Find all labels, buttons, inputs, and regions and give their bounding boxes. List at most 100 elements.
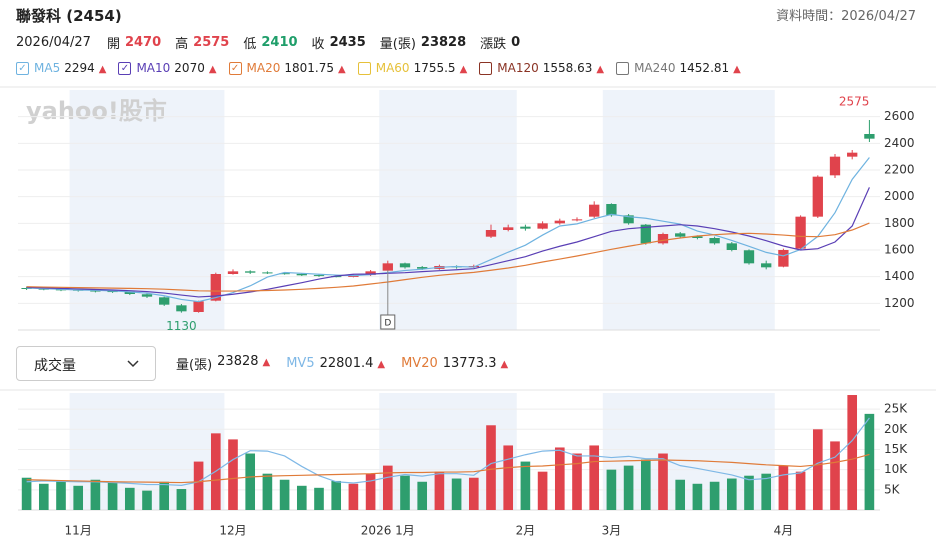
legend-name: MV5 <box>286 356 315 371</box>
candle-body <box>623 215 634 224</box>
candle-body <box>141 294 153 297</box>
quote-label: 收 <box>311 37 325 52</box>
candle-body <box>365 271 376 276</box>
quote-value: 2435 <box>329 35 366 50</box>
volume-bar <box>245 453 256 510</box>
legend-value: 23828 <box>217 354 270 373</box>
checkbox[interactable] <box>479 61 493 75</box>
candle-body <box>778 250 789 267</box>
volume-bar <box>572 453 582 510</box>
quote-value: 0 <box>511 35 521 50</box>
candle-body <box>640 224 651 244</box>
candle-body <box>692 236 703 238</box>
volume-bar <box>778 465 789 510</box>
volume-bar <box>709 481 720 510</box>
legend-name: MA240 <box>634 61 676 75</box>
quote-label: 高 <box>175 37 189 52</box>
volume-bar <box>675 479 686 510</box>
min-label: 1130 <box>166 319 197 333</box>
candle-body <box>726 243 737 250</box>
legend-item: MA120 1558.63 <box>479 61 604 75</box>
update-time: 資料時間：2026/04/27 <box>776 9 916 24</box>
volume-bar <box>279 479 290 510</box>
candle-body <box>296 273 307 276</box>
candle-body <box>313 275 325 277</box>
legend-item: ✓ MA20 1801.75 <box>228 61 346 75</box>
volume-bar <box>159 481 170 510</box>
volume-bar <box>623 465 634 510</box>
quote-date: 2026/04/27 <box>16 35 91 50</box>
volume-bar <box>864 413 875 510</box>
y-tick-label: 5K <box>884 482 901 496</box>
legend-value: 22801.4 <box>320 356 385 371</box>
volume-bar <box>812 429 823 510</box>
candle-body <box>90 290 101 292</box>
volume-bar <box>658 453 668 510</box>
volume-bar <box>468 477 479 510</box>
volume-bar <box>331 480 342 510</box>
candle-body <box>864 134 875 139</box>
legend-value: 1801.75 <box>284 61 345 75</box>
candle-body <box>795 216 806 249</box>
volume-bar <box>640 459 651 510</box>
dropdown[interactable]: 成交量 <box>16 346 156 381</box>
y-tick-label: 1600 <box>884 243 915 257</box>
volume-bar <box>830 441 840 510</box>
legend-value: 1558.63 <box>543 61 604 75</box>
candle-body <box>829 156 841 176</box>
candle-body <box>124 291 135 294</box>
candle-body <box>245 271 256 273</box>
candle-body <box>210 274 221 301</box>
volume-bar <box>744 475 754 510</box>
checkbox[interactable] <box>616 61 630 75</box>
candle-body <box>743 250 755 264</box>
volume-bar <box>314 487 324 510</box>
volume-ma-line <box>26 417 870 486</box>
volume-bar <box>692 483 703 510</box>
legend-name: MA10 <box>136 61 171 75</box>
quote-label: 低 <box>243 37 257 52</box>
stock-title: 聯發科 (2454) <box>16 7 122 25</box>
dropdown-label: 成交量 <box>34 358 76 374</box>
checkbox[interactable]: ✓ <box>16 61 29 75</box>
legend-item: MV20 13773.3 <box>401 356 508 371</box>
candle-body <box>554 220 565 224</box>
volume-bar <box>107 482 118 510</box>
volume-ma-line <box>26 453 870 484</box>
month-shade <box>379 90 517 330</box>
month-shade <box>379 393 517 510</box>
checkbox[interactable]: ✓ <box>228 61 242 75</box>
volume-bar <box>847 395 858 510</box>
candle-body <box>520 226 531 229</box>
ma-line <box>26 187 870 298</box>
legend-name: MA60 <box>375 61 410 75</box>
candle-body <box>193 301 204 312</box>
x-tick-label: 11月 <box>65 524 92 538</box>
x-tick-label: 3月 <box>602 524 622 538</box>
candle-body <box>417 267 428 269</box>
volume-bar <box>451 478 462 510</box>
candle-body <box>589 204 600 217</box>
volume-bar <box>554 447 565 510</box>
y-tick-label: 1400 <box>884 269 915 283</box>
y-tick-label: 10K <box>884 462 908 476</box>
candle-body <box>227 271 239 274</box>
y-tick-label: 1800 <box>884 216 915 230</box>
legend-value: 1755.5 <box>414 61 468 75</box>
legend-name: 量(張) <box>176 358 213 373</box>
checkbox[interactable]: ✓ <box>118 61 132 75</box>
volume-bar <box>761 473 772 510</box>
volume-bar <box>348 483 359 510</box>
quote-value: 23828 <box>420 35 467 50</box>
y-tick-label: 15K <box>884 442 908 456</box>
volume-bar <box>365 473 376 510</box>
legend-value: 13773.3 <box>443 356 508 371</box>
checkbox[interactable] <box>357 61 371 75</box>
y-tick-label: 25K <box>884 402 908 416</box>
volume-bar <box>589 445 600 510</box>
quote-value: 2410 <box>261 35 298 50</box>
event-label: D <box>384 319 391 329</box>
y-tick-label: 2600 <box>884 109 915 123</box>
month-shade <box>602 90 775 330</box>
candle-body <box>503 227 514 230</box>
